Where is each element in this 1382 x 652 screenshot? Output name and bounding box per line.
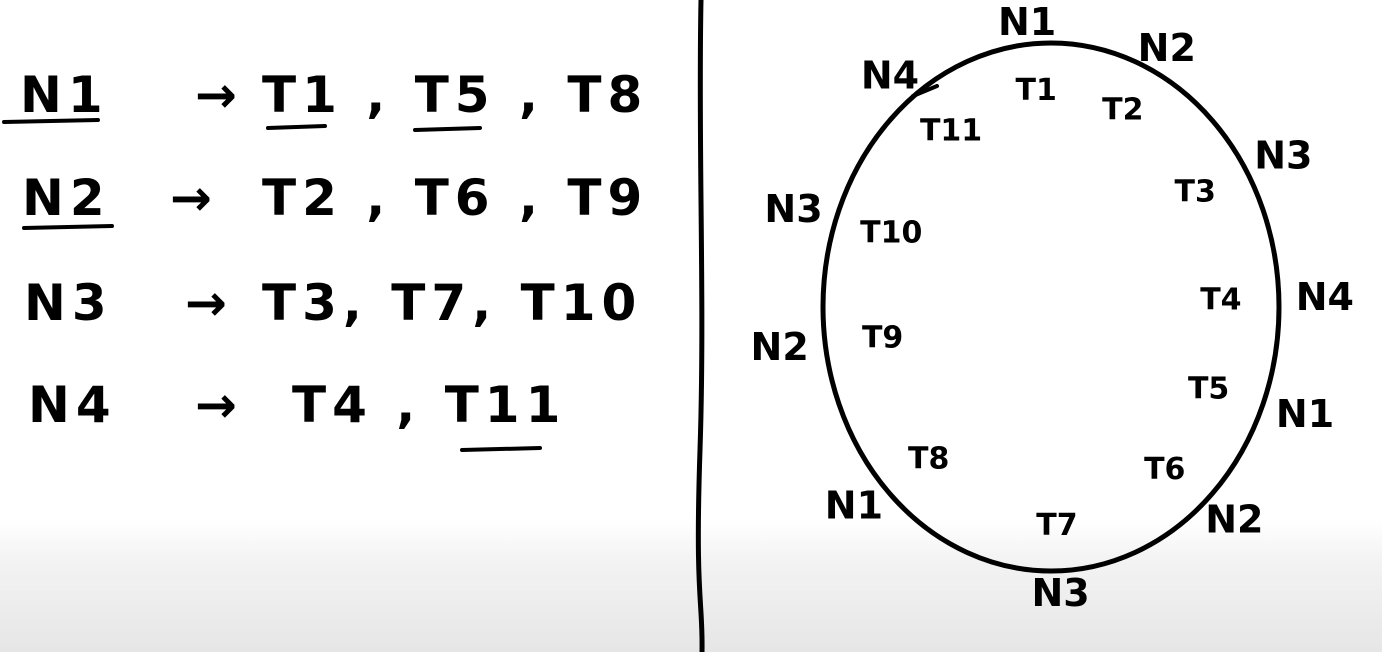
ring-token-t10: T10 xyxy=(860,215,922,250)
underline-t5 xyxy=(413,126,482,132)
mapping-row-n1: N1 → T1 , T5 , T8 xyxy=(2,66,648,132)
ring-token-t8: T8 xyxy=(908,441,949,476)
ring-owner-n3: N3 xyxy=(1031,571,1089,615)
token-list-n3: T3, T7, T10 xyxy=(262,274,642,332)
ring-token-t4: T4 xyxy=(1200,282,1241,317)
ring-owner-n3: N3 xyxy=(764,187,822,231)
ring-owner-n1: N1 xyxy=(1276,392,1334,436)
ring-token-t11: T11 xyxy=(920,114,982,149)
token-ring: T1 N1 T2 N2 T3 N3 T4 N4 T5 N1 T6 N2 T7 N3 T8 N1 T9 N2 T10 N… xyxy=(751,0,1354,615)
node-label-n2: N2 xyxy=(22,169,111,227)
ring-token-t9: T9 xyxy=(862,320,903,355)
token-list-n1: T1 , T5 , T8 xyxy=(262,66,648,124)
divider-line xyxy=(695,0,705,652)
ring-owner-n4: N4 xyxy=(861,54,919,98)
token-list-n2: T2 , T6 , T9 xyxy=(262,169,648,227)
ring-owner-n2: N2 xyxy=(1205,498,1263,542)
node-label-n3: N3 xyxy=(24,274,113,332)
ring-token-t6: T6 xyxy=(1144,452,1185,487)
ring-token-t7: T7 xyxy=(1036,508,1077,543)
arrow: → xyxy=(195,376,243,434)
ring-owner-n1: N1 xyxy=(998,0,1056,44)
arrow: → xyxy=(195,66,243,124)
direction-tick xyxy=(911,84,939,98)
ring-labels: T1 N1 T2 N2 T3 N3 T4 N4 T5 N1 T6 N2 T7 N3 T8 N1 T9 N2 T10 N… xyxy=(751,0,1354,615)
mapping-row-n4: N4 → T4 , T11 xyxy=(28,376,566,452)
underline-n1 xyxy=(2,118,100,124)
mapping-row-n3: N3 → T3, T7, T10 xyxy=(24,274,642,332)
node-token-mapping: N1 → T1 , T5 , T8 N2 → T2 , T6 , T9 N3 →… xyxy=(2,66,648,452)
node-label-n1: N1 xyxy=(20,66,109,124)
mapping-row-n2: N2 → T2 , T6 , T9 xyxy=(22,169,648,230)
ring-owner-n2: N2 xyxy=(751,325,809,369)
node-label-n4: N4 xyxy=(28,376,117,434)
ring-owner-n4: N4 xyxy=(1296,275,1354,319)
ring-owner-n1: N1 xyxy=(825,484,883,528)
ring-token-t3: T3 xyxy=(1174,174,1215,209)
ring-token-t2: T2 xyxy=(1102,92,1143,127)
ring-token-t5: T5 xyxy=(1188,372,1229,407)
underline-n2 xyxy=(22,224,114,230)
ring-owner-n2: N2 xyxy=(1138,26,1196,70)
ring-circle xyxy=(820,40,1282,574)
arrow: → xyxy=(170,169,218,227)
token-list-n4: T4 , T11 xyxy=(292,376,566,434)
ring-token-t1: T1 xyxy=(1016,73,1057,108)
underline-t11 xyxy=(460,446,542,452)
underline-t1 xyxy=(266,124,327,130)
arrow: → xyxy=(185,274,233,332)
ring-owner-n3: N3 xyxy=(1254,133,1312,177)
